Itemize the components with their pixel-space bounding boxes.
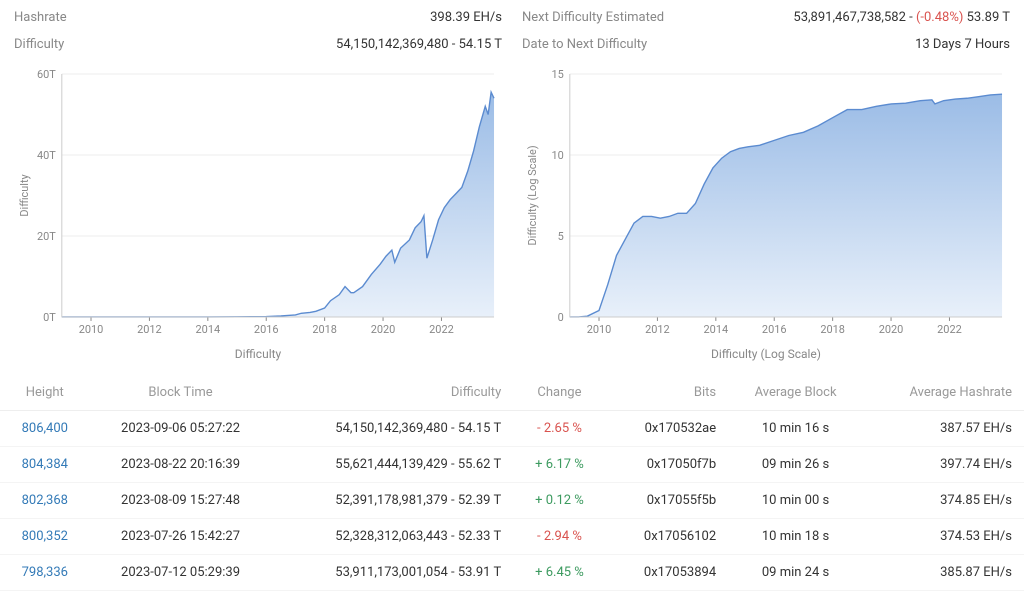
next-diff-num: 53,891,467,738,582 - bbox=[793, 10, 916, 25]
column-header: Block Time bbox=[90, 375, 272, 411]
difficulty-cell: 52,391,178,981,379 - 52.39 T bbox=[272, 482, 514, 518]
svg-text:Difficulty: Difficulty bbox=[18, 173, 31, 216]
height-cell[interactable]: 800,352 bbox=[0, 518, 90, 554]
bits-cell: 0x17056102 bbox=[606, 518, 728, 554]
change-cell: + 0.12 % bbox=[513, 482, 606, 518]
change-cell: + 6.17 % bbox=[513, 446, 606, 482]
svg-text:40T: 40T bbox=[37, 149, 56, 162]
block-time-cell: 2023-08-09 15:27:48 bbox=[90, 482, 272, 518]
hashrate-row: Hashrate 398.39 EH/s bbox=[14, 4, 502, 31]
svg-text:10: 10 bbox=[552, 149, 564, 162]
bits-cell: 0x17055f5b bbox=[606, 482, 728, 518]
block-time-cell: 2023-07-12 05:29:39 bbox=[90, 554, 272, 590]
svg-text:2022: 2022 bbox=[937, 323, 962, 336]
stats-right-panel: Next Difficulty Estimated 53,891,467,738… bbox=[522, 4, 1010, 58]
svg-text:2022: 2022 bbox=[429, 323, 454, 336]
difficulty-value: 54,150,142,369,480 - 54.15 T bbox=[336, 37, 502, 52]
table-row: 800,3522023-07-26 15:42:2752,328,312,063… bbox=[0, 518, 1024, 554]
avg-block-cell: 09 min 24 s bbox=[728, 554, 863, 590]
next-difficulty-row: Next Difficulty Estimated 53,891,467,738… bbox=[522, 4, 1010, 31]
svg-text:2016: 2016 bbox=[762, 323, 787, 336]
bits-cell: 0x17050f7b bbox=[606, 446, 728, 482]
change-cell: + 6.45 % bbox=[513, 554, 606, 590]
svg-text:2012: 2012 bbox=[645, 323, 670, 336]
table-row: 802,3682023-08-09 15:27:4852,391,178,981… bbox=[0, 482, 1024, 518]
block-time-cell: 2023-07-26 15:42:27 bbox=[90, 518, 272, 554]
svg-text:5: 5 bbox=[558, 230, 564, 243]
stats-panels: Hashrate 398.39 EH/s Difficulty 54,150,1… bbox=[0, 0, 1024, 58]
svg-text:60T: 60T bbox=[37, 68, 56, 81]
charts-row: 0T 20T 40T 60T 2010 2012 2014 2016 2018 2020 2022 D… bbox=[0, 58, 1024, 361]
svg-text:2014: 2014 bbox=[196, 323, 221, 336]
svg-text:20T: 20T bbox=[37, 230, 56, 243]
block-time-cell: 2023-09-06 05:27:22 bbox=[90, 410, 272, 446]
change-cell: - 2.94 % bbox=[513, 518, 606, 554]
avg-block-cell: 09 min 26 s bbox=[728, 446, 863, 482]
avg-hashrate-cell: 374.53 EH/s bbox=[863, 518, 1024, 554]
difficulty-history-table: HeightBlock TimeDifficultyChangeBitsAver… bbox=[0, 375, 1024, 591]
height-cell[interactable]: 798,336 bbox=[0, 554, 90, 590]
chart-log-wrap: 0 5 10 15 2010 2012 2014 2016 2018 2020 2022 Diffic… bbox=[522, 64, 1010, 361]
column-header: Bits bbox=[606, 375, 728, 411]
height-cell[interactable]: 806,400 bbox=[0, 410, 90, 446]
svg-text:15: 15 bbox=[552, 68, 564, 81]
avg-block-cell: 10 min 18 s bbox=[728, 518, 863, 554]
next-diff-suffix: 53.89 T bbox=[963, 10, 1010, 25]
bits-cell: 0x170532ae bbox=[606, 410, 728, 446]
difficulty-cell: 52,328,312,063,443 - 52.33 T bbox=[272, 518, 514, 554]
change-cell: - 2.65 % bbox=[513, 410, 606, 446]
hashrate-value: 398.39 EH/s bbox=[430, 10, 502, 25]
height-cell[interactable]: 802,368 bbox=[0, 482, 90, 518]
svg-text:2010: 2010 bbox=[79, 323, 104, 336]
table-header-row: HeightBlock TimeDifficultyChangeBitsAver… bbox=[0, 375, 1024, 411]
difficulty-cell: 55,621,444,139,429 - 55.62 T bbox=[272, 446, 514, 482]
svg-text:2020: 2020 bbox=[371, 323, 396, 336]
avg-hashrate-cell: 387.57 EH/s bbox=[863, 410, 1024, 446]
difficulty-cell: 53,911,173,001,054 - 53.91 T bbox=[272, 554, 514, 590]
chart-linear-wrap: 0T 20T 40T 60T 2010 2012 2014 2016 2018 2020 2022 D… bbox=[14, 64, 502, 361]
svg-text:2016: 2016 bbox=[254, 323, 279, 336]
date-next-row: Date to Next Difficulty 13 Days 7 Hours bbox=[522, 31, 1010, 58]
svg-text:Difficulty (Log Scale): Difficulty (Log Scale) bbox=[526, 145, 539, 245]
svg-text:2010: 2010 bbox=[587, 323, 612, 336]
svg-text:0T: 0T bbox=[43, 311, 56, 324]
difficulty-row: Difficulty 54,150,142,369,480 - 54.15 T bbox=[14, 31, 502, 58]
column-header: Average Block bbox=[728, 375, 863, 411]
avg-hashrate-cell: 374.85 EH/s bbox=[863, 482, 1024, 518]
table-row: 798,3362023-07-12 05:29:3953,911,173,001… bbox=[0, 554, 1024, 590]
column-header: Difficulty bbox=[272, 375, 514, 411]
svg-text:2014: 2014 bbox=[704, 323, 729, 336]
difficulty-log-chart: 0 5 10 15 2010 2012 2014 2016 2018 2020 2022 Diffic… bbox=[522, 64, 1010, 343]
date-next-value: 13 Days 7 Hours bbox=[915, 37, 1010, 52]
table-row: 806,4002023-09-06 05:27:2254,150,142,369… bbox=[0, 410, 1024, 446]
next-diff-change: (-0.48%) bbox=[916, 10, 963, 25]
svg-text:0: 0 bbox=[558, 311, 564, 324]
stats-left-panel: Hashrate 398.39 EH/s Difficulty 54,150,1… bbox=[14, 4, 502, 58]
chart-log-caption: Difficulty (Log Scale) bbox=[522, 347, 1010, 361]
svg-text:2020: 2020 bbox=[879, 323, 904, 336]
date-next-label: Date to Next Difficulty bbox=[522, 37, 647, 52]
avg-block-cell: 10 min 16 s bbox=[728, 410, 863, 446]
next-difficulty-value: 53,891,467,738,582 - (-0.48%) 53.89 T bbox=[793, 10, 1010, 25]
bits-cell: 0x17053894 bbox=[606, 554, 728, 590]
difficulty-label: Difficulty bbox=[14, 37, 64, 52]
table-row: 804,3842023-08-22 20:16:3955,621,444,139… bbox=[0, 446, 1024, 482]
next-difficulty-label: Next Difficulty Estimated bbox=[522, 10, 664, 25]
avg-block-cell: 10 min 00 s bbox=[728, 482, 863, 518]
avg-hashrate-cell: 385.87 EH/s bbox=[863, 554, 1024, 590]
table-body: 806,4002023-09-06 05:27:2254,150,142,369… bbox=[0, 410, 1024, 590]
difficulty-linear-chart: 0T 20T 40T 60T 2010 2012 2014 2016 2018 2020 2022 D… bbox=[14, 64, 502, 343]
height-cell[interactable]: 804,384 bbox=[0, 446, 90, 482]
avg-hashrate-cell: 397.74 EH/s bbox=[863, 446, 1024, 482]
hashrate-label: Hashrate bbox=[14, 10, 67, 25]
column-header: Height bbox=[0, 375, 90, 411]
column-header: Change bbox=[513, 375, 606, 411]
svg-text:2018: 2018 bbox=[312, 323, 337, 336]
column-header: Average Hashrate bbox=[863, 375, 1024, 411]
chart-linear-caption: Difficulty bbox=[14, 347, 502, 361]
difficulty-cell: 54,150,142,369,480 - 54.15 T bbox=[272, 410, 514, 446]
svg-text:2012: 2012 bbox=[137, 323, 162, 336]
svg-text:2018: 2018 bbox=[820, 323, 845, 336]
block-time-cell: 2023-08-22 20:16:39 bbox=[90, 446, 272, 482]
